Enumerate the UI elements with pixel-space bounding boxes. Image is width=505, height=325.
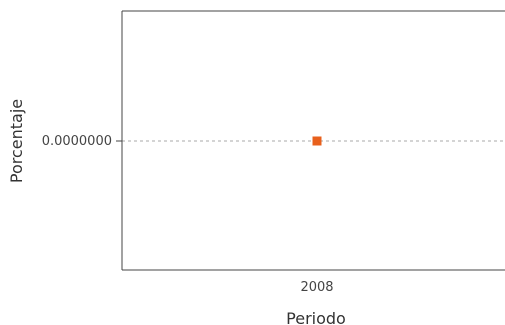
y-axis-title: Porcentaje [7, 99, 26, 183]
series-points [312, 136, 322, 146]
data-point [312, 136, 322, 146]
x-tick-label: 2008 [300, 280, 333, 295]
x-axis-title: Periodo [286, 309, 346, 325]
y-tick-label: 0.0000000 [42, 134, 112, 149]
